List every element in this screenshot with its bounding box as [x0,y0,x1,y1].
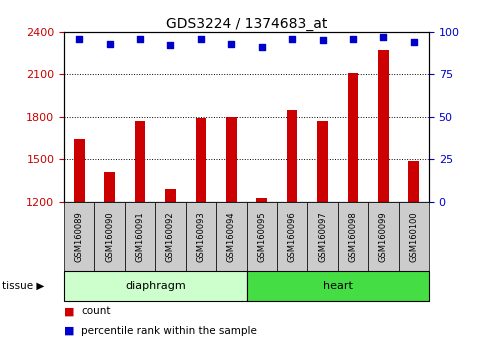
Point [227,41,235,47]
Point [410,39,418,45]
Text: GSM160097: GSM160097 [318,211,327,262]
Point [318,38,326,43]
Text: GSM160095: GSM160095 [257,211,266,262]
Bar [135,121,145,202]
Bar [165,189,176,202]
Text: GSM160096: GSM160096 [287,211,297,262]
Text: GSM160098: GSM160098 [349,211,357,262]
Bar [408,161,419,202]
Title: GDS3224 / 1374683_at: GDS3224 / 1374683_at [166,17,327,31]
Text: percentile rank within the sample: percentile rank within the sample [81,326,257,336]
Point [258,44,266,50]
Text: diaphragm: diaphragm [125,281,186,291]
Point [106,41,113,47]
Text: GSM160090: GSM160090 [105,211,114,262]
Bar [74,139,85,202]
Text: heart: heart [323,281,352,291]
Bar [317,121,328,202]
Point [380,34,387,40]
Text: ■: ■ [64,306,74,316]
Point [288,36,296,41]
Bar [378,50,388,202]
Bar [348,73,358,202]
Text: GSM160094: GSM160094 [227,211,236,262]
Bar [287,110,297,202]
Text: count: count [81,306,111,316]
Bar [256,198,267,202]
Bar [105,172,115,202]
Text: GSM160099: GSM160099 [379,211,388,262]
Text: GSM160100: GSM160100 [409,211,418,262]
Text: tissue ▶: tissue ▶ [2,281,45,291]
Text: GSM160089: GSM160089 [75,211,84,262]
Point [167,42,175,48]
Point [136,36,144,41]
Point [197,36,205,41]
Text: GSM160091: GSM160091 [136,211,144,262]
Text: ■: ■ [64,326,74,336]
Point [75,36,83,41]
Bar [226,117,237,202]
Point [349,36,357,41]
Bar [196,118,206,202]
Text: GSM160092: GSM160092 [166,211,175,262]
Text: GSM160093: GSM160093 [196,211,206,262]
